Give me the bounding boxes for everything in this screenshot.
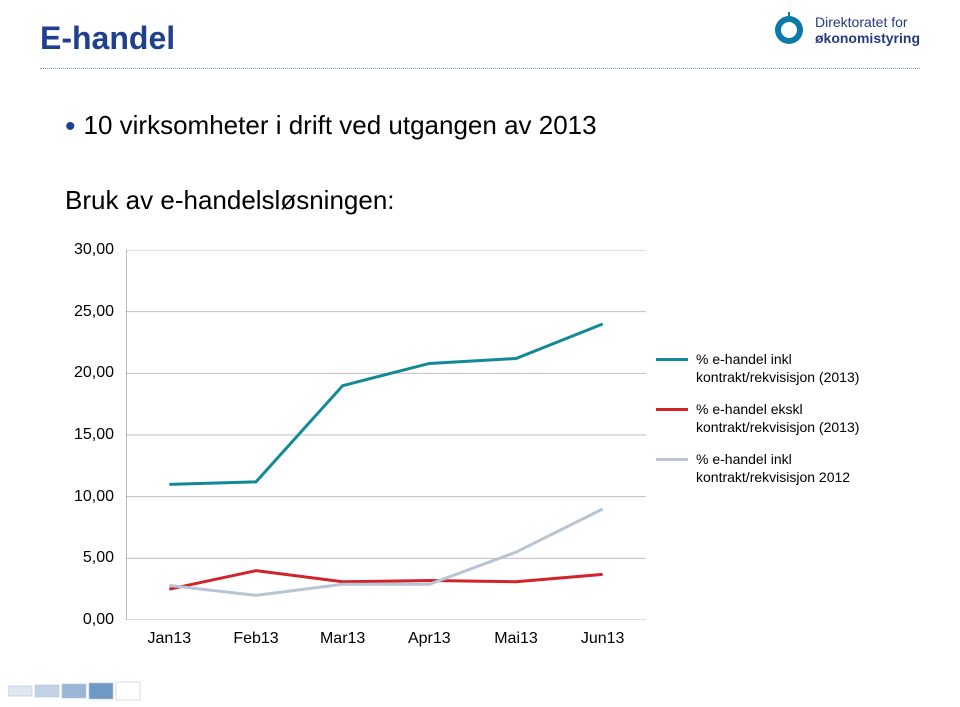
- page-title: E-handel: [40, 20, 175, 57]
- legend-label: % e-handel inkl kontrakt/rekvisisjon 201…: [696, 450, 886, 486]
- line-chart: 0,005,0010,0015,0020,0025,0030,00 Jan13F…: [70, 250, 890, 670]
- y-tick-label: 20,00: [74, 364, 114, 382]
- logo-icon: [771, 12, 807, 48]
- x-tick-label: Feb13: [233, 630, 278, 648]
- logo-text: Direktoratet for økonomistyring: [815, 14, 920, 46]
- y-tick-label: 0,00: [83, 611, 114, 629]
- x-tick-label: Mai13: [494, 630, 538, 648]
- chart-subtitle: Bruk av e-handelsløsningen:: [65, 185, 395, 216]
- legend-item: % e-handel ekskl kontrakt/rekvisisjon (2…: [656, 400, 886, 436]
- legend-item: % e-handel inkl kontrakt/rekvisisjon (20…: [656, 350, 886, 386]
- x-tick-label: Apr13: [408, 630, 451, 648]
- x-tick-label: Jan13: [148, 630, 192, 648]
- y-tick-label: 5,00: [83, 549, 114, 567]
- bullet-icon: •: [65, 110, 76, 143]
- y-tick-label: 10,00: [74, 488, 114, 506]
- y-tick-label: 30,00: [74, 241, 114, 259]
- logo-line2: økonomistyring: [815, 30, 920, 46]
- chart-legend: % e-handel inkl kontrakt/rekvisisjon (20…: [656, 350, 886, 500]
- y-tick-label: 15,00: [74, 426, 114, 444]
- legend-item: % e-handel inkl kontrakt/rekvisisjon 201…: [656, 450, 886, 486]
- bullet-text: 10 virksomheter i drift ved utgangen av …: [84, 110, 597, 140]
- chart-svg: [126, 250, 646, 620]
- y-tick-label: 25,00: [74, 303, 114, 321]
- logo-line1: Direktoratet for: [815, 14, 920, 30]
- legend-swatch: [656, 458, 688, 461]
- bullet-item: • 10 virksomheter i drift ved utgangen av…: [65, 110, 597, 144]
- title-underline: [40, 68, 920, 69]
- legend-swatch: [656, 358, 688, 361]
- agency-logo: Direktoratet for økonomistyring: [771, 12, 920, 48]
- legend-label: % e-handel inkl kontrakt/rekvisisjon (20…: [696, 350, 886, 386]
- x-axis-labels: Jan13 Feb13 Mar13 Apr13 Mai13 Jun13: [126, 630, 646, 660]
- legend-label: % e-handel ekskl kontrakt/rekvisisjon (2…: [696, 400, 886, 436]
- x-tick-label: Jun13: [581, 630, 625, 648]
- legend-swatch: [656, 408, 688, 411]
- x-tick-label: Mar13: [320, 630, 365, 648]
- footer-decoration: [8, 680, 148, 702]
- footer-boxes-svg: [8, 680, 148, 702]
- y-axis-labels: 0,005,0010,0015,0020,0025,0030,00: [70, 250, 120, 620]
- plot-area: [126, 250, 646, 620]
